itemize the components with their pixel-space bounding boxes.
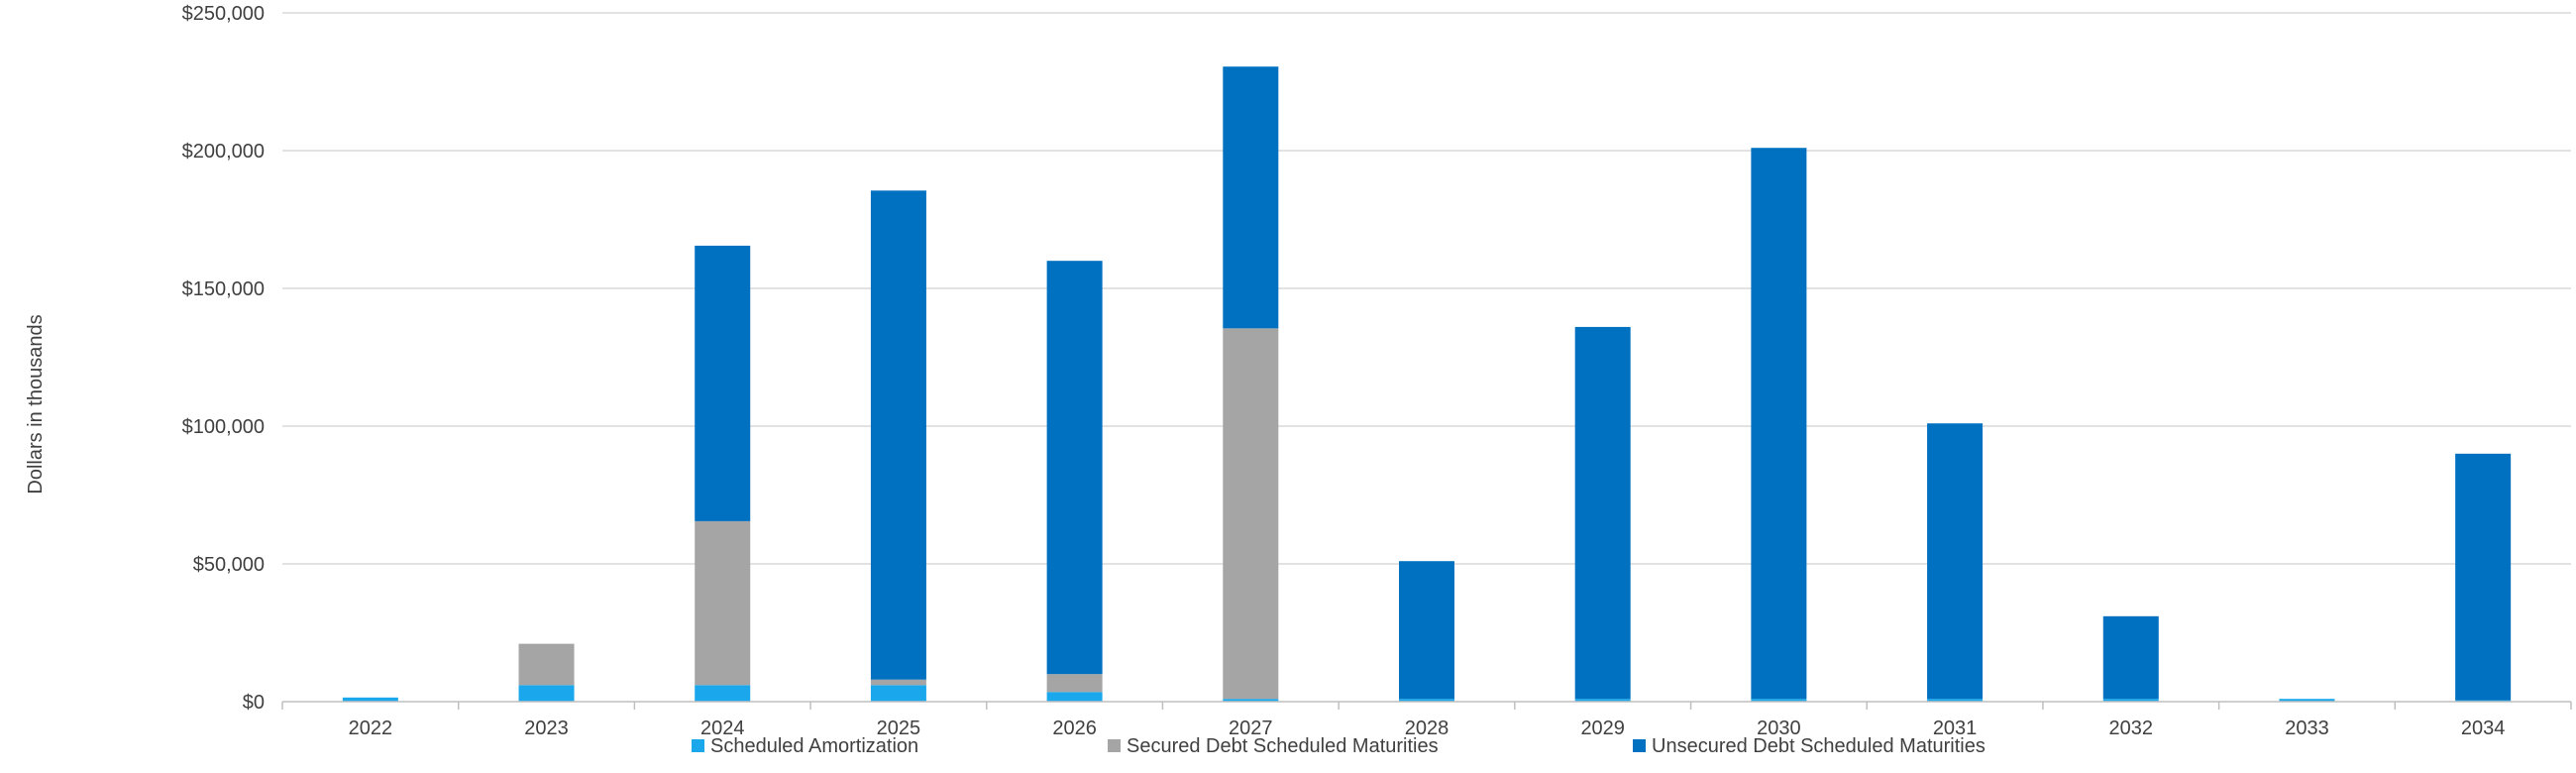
x-tick-label: 2025 [877,718,921,739]
bar-segment-3 [1751,148,1807,700]
bar-segment-2 [695,520,751,686]
y-tick-label: $0 [243,692,265,714]
y-axis-title: Dollars in thousands [25,314,47,494]
bar-segment-3 [1574,326,1631,700]
bar-segment-1 [695,685,751,702]
bar-segment-3 [870,190,926,680]
bar-segment-2 [518,643,575,686]
y-tick-label: $100,000 [182,416,265,438]
bar-segment-3 [1927,423,1984,700]
y-tick-label: $50,000 [193,554,265,576]
bar-segment-1 [2279,699,2335,702]
x-tick-label: 2027 [1229,718,1273,739]
x-tick-label: 2026 [1052,718,1097,739]
bar-segment-2 [870,679,926,686]
bar-segment-1 [1927,699,1984,702]
x-tick-label: 2023 [524,718,569,739]
x-tick-label: 2022 [349,718,393,739]
y-tick-label: $150,000 [182,278,265,300]
bar-segment-1 [1223,699,1279,702]
legend-swatch [1633,739,1646,752]
legend-swatch [692,739,704,752]
bar-segment-3 [2102,615,2159,700]
x-tick-label: 2031 [1933,718,1978,739]
x-tick-label: 2028 [1405,718,1449,739]
x-tick-label: 2033 [2285,718,2329,739]
x-tick-label: 2029 [1580,718,1625,739]
bars [342,66,2512,702]
bar-segment-1 [1399,699,1454,702]
bar-segment-1 [1046,692,1103,702]
x-tick-label: 2034 [2461,718,2506,739]
bar-segment-1 [342,697,398,702]
y-tick-label: $200,000 [182,141,265,163]
legend-label: Secured Debt Scheduled Maturities [1127,735,1439,757]
legend-label: Scheduled Amortization [710,735,918,757]
bar-segment-3 [695,245,751,521]
bar-segment-3 [2455,453,2512,701]
bar-segment-3 [1399,561,1454,700]
bar-segment-1 [870,685,926,702]
bar-segment-1 [2102,699,2159,702]
legend: Scheduled Amortization Secured Debt Sched… [692,735,1986,757]
y-tick-label: $250,000 [182,3,265,25]
bar-segment-2 [1046,674,1103,693]
gridlines [282,12,2571,565]
bar-segment-1 [518,685,575,702]
x-tick-label: 2030 [1757,718,1801,739]
bar-segment-1 [1751,699,1807,702]
axes: $0 $50,000 $100,000 $150,000 $200,000 $250,00… [182,3,2572,739]
bar-segment-3 [1223,66,1279,329]
legend-swatch [1108,739,1121,752]
x-tick-label: 2032 [2109,718,2154,739]
bar-segment-1 [1574,699,1631,702]
bar-segment-3 [1046,261,1103,675]
bar-segment-2 [1223,328,1279,700]
x-tick-label: 2024 [700,718,745,739]
legend-label: Unsecured Debt Scheduled Maturities [1652,735,1986,757]
